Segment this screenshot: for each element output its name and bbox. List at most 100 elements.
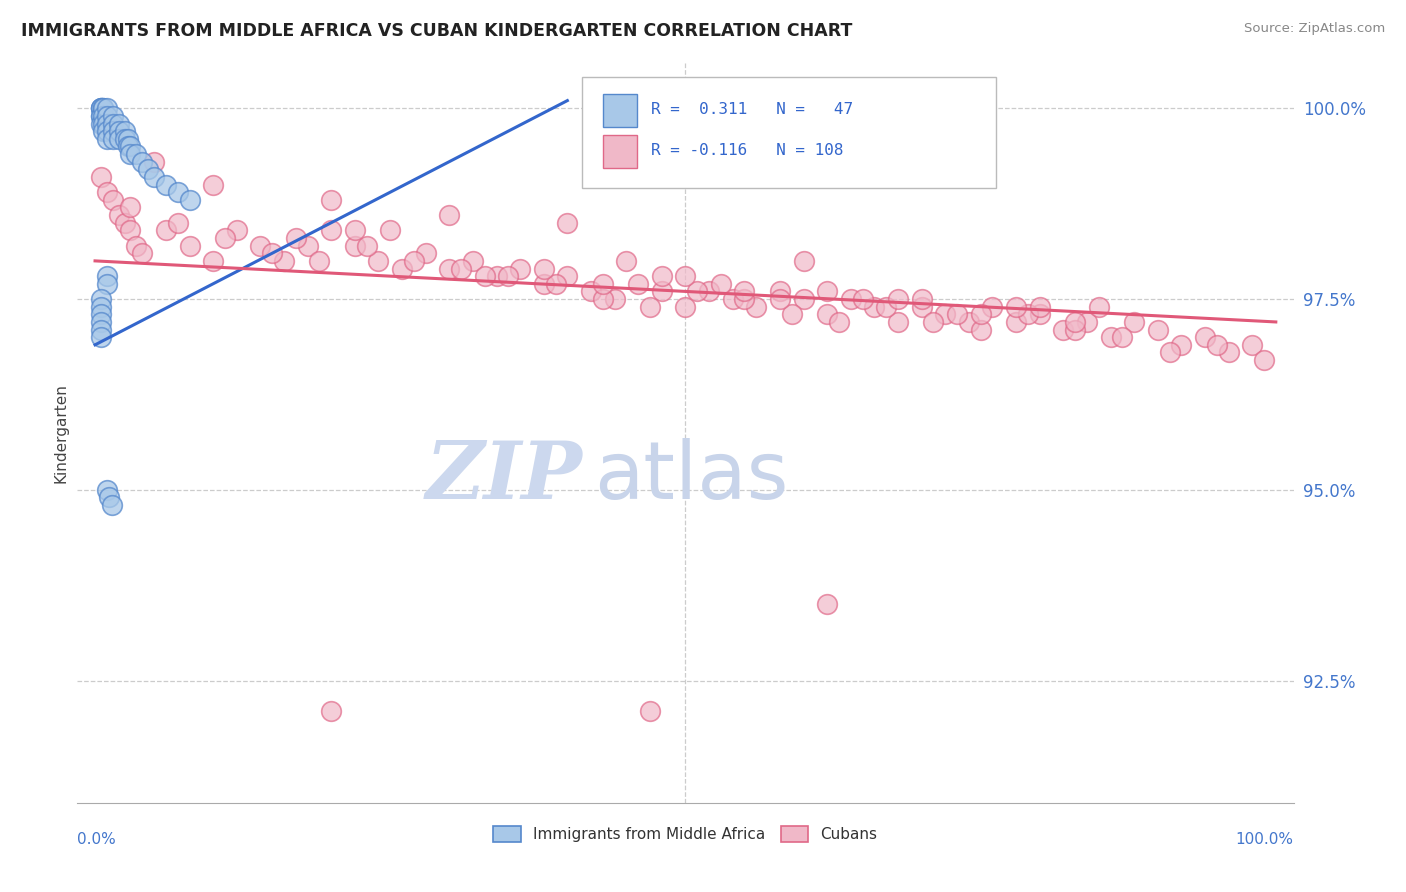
- Point: [90, 109, 112, 123]
- Point: [815, 307, 838, 321]
- Text: 0.0%: 0.0%: [77, 832, 117, 847]
- Point: [1064, 315, 1087, 329]
- Point: [1111, 330, 1133, 344]
- Point: [107, 132, 129, 146]
- Point: [249, 238, 271, 252]
- Point: [638, 300, 661, 314]
- Point: [131, 246, 153, 260]
- Point: [721, 292, 744, 306]
- Point: [557, 216, 579, 230]
- Point: [697, 285, 720, 299]
- Point: [557, 269, 579, 284]
- Point: [1241, 338, 1264, 352]
- Point: [114, 216, 136, 230]
- Point: [651, 285, 673, 299]
- Point: [828, 315, 851, 329]
- Point: [136, 162, 159, 177]
- Point: [120, 139, 142, 153]
- Point: [616, 253, 638, 268]
- Point: [887, 315, 910, 329]
- Point: [91, 101, 114, 115]
- Point: [114, 132, 136, 146]
- FancyBboxPatch shape: [582, 78, 995, 188]
- Point: [90, 101, 112, 115]
- Point: [90, 292, 112, 306]
- Point: [91, 101, 114, 115]
- Point: [415, 246, 437, 260]
- Point: [780, 307, 803, 321]
- Point: [1205, 338, 1227, 352]
- Point: [91, 124, 114, 138]
- Point: [96, 483, 118, 497]
- Point: [101, 132, 124, 146]
- Point: [675, 300, 697, 314]
- Point: [498, 269, 520, 284]
- Point: [391, 261, 413, 276]
- Point: [90, 300, 112, 314]
- Point: [1218, 345, 1240, 359]
- Point: [592, 277, 614, 291]
- Point: [922, 315, 945, 329]
- Point: [356, 238, 378, 252]
- Point: [155, 178, 177, 192]
- Point: [969, 322, 991, 336]
- Point: [343, 223, 366, 237]
- Point: [101, 193, 124, 207]
- Point: [792, 253, 814, 268]
- Y-axis label: Kindergarten: Kindergarten: [53, 383, 69, 483]
- Point: [934, 307, 956, 321]
- Point: [815, 598, 838, 612]
- Point: [166, 216, 188, 230]
- Text: 100.0%: 100.0%: [1236, 832, 1294, 847]
- Point: [90, 330, 112, 344]
- Point: [969, 307, 991, 321]
- Point: [321, 223, 343, 237]
- Point: [839, 292, 862, 306]
- Point: [910, 300, 932, 314]
- Point: [627, 277, 650, 291]
- Point: [651, 269, 673, 284]
- Point: [544, 277, 567, 291]
- Point: [117, 139, 139, 153]
- Point: [946, 307, 969, 321]
- Point: [887, 292, 910, 306]
- Point: [981, 300, 1004, 314]
- Point: [98, 491, 121, 505]
- Point: [533, 277, 555, 291]
- Point: [957, 315, 980, 329]
- Point: [90, 169, 112, 184]
- Point: [214, 231, 236, 245]
- Point: [273, 253, 295, 268]
- Point: [96, 101, 118, 115]
- Point: [179, 238, 201, 252]
- Point: [284, 231, 307, 245]
- Point: [1146, 322, 1168, 336]
- Point: [120, 147, 142, 161]
- Point: [91, 109, 114, 123]
- Point: [125, 238, 148, 252]
- Point: [745, 300, 768, 314]
- Point: [321, 193, 343, 207]
- Point: [875, 300, 897, 314]
- Point: [101, 116, 124, 130]
- Point: [1170, 338, 1192, 352]
- Text: ZIP: ZIP: [425, 438, 582, 516]
- Point: [1253, 353, 1275, 368]
- Point: [120, 201, 142, 215]
- Point: [143, 169, 166, 184]
- Point: [439, 208, 461, 222]
- Point: [143, 154, 166, 169]
- Point: [461, 253, 484, 268]
- Point: [733, 285, 755, 299]
- Point: [1017, 307, 1039, 321]
- Point: [131, 154, 153, 169]
- Point: [638, 704, 661, 718]
- Point: [297, 238, 319, 252]
- Point: [592, 292, 614, 306]
- Point: [96, 269, 118, 284]
- Point: [910, 292, 932, 306]
- Point: [509, 261, 531, 276]
- Point: [367, 253, 389, 268]
- Point: [101, 124, 124, 138]
- Point: [96, 132, 118, 146]
